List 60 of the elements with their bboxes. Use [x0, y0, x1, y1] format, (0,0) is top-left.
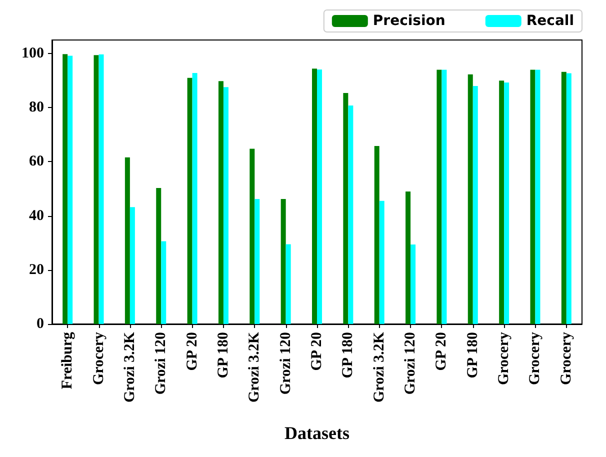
x-tick-label: GP 180 [464, 332, 481, 378]
bar [98, 54, 104, 324]
bar [156, 188, 162, 324]
x-tick-label: Grozi 3.2K [122, 332, 138, 403]
bar [124, 157, 130, 324]
bar [442, 70, 447, 324]
x-tick-label: GP 20 [309, 332, 325, 371]
bar [130, 207, 135, 324]
bar [218, 81, 224, 324]
bar [161, 241, 166, 324]
y-tick-label: 60 [29, 154, 44, 170]
x-tick-label: GP 20 [184, 332, 200, 371]
bar [436, 70, 442, 324]
x-tick-label: Grocery [558, 332, 574, 386]
x-tick-label: GP 20 [434, 332, 450, 371]
x-tick-label: Grozi 3.2K [371, 332, 388, 403]
bar [280, 199, 286, 324]
bar [254, 199, 260, 324]
bar [410, 244, 416, 324]
bar [379, 200, 384, 324]
bar [94, 55, 99, 324]
bar [499, 80, 504, 324]
x-tick-label: Grocery [496, 332, 512, 386]
x-tick-label: GP 180 [340, 332, 356, 378]
bar [530, 70, 536, 324]
bar [561, 72, 566, 324]
y-tick-label: 40 [29, 208, 44, 224]
y-tick-label: 100 [22, 46, 44, 62]
x-tick-label: Freiburg [60, 332, 76, 390]
x-tick-label: Grozi 120 [278, 332, 294, 395]
bar [286, 244, 291, 324]
bar [187, 78, 192, 324]
bar [504, 82, 510, 324]
bar [317, 69, 322, 324]
x-tick-label: GP 180 [215, 332, 232, 378]
bar [406, 191, 411, 324]
bar [566, 73, 572, 324]
x-tick-label: Grozi 3.2K [246, 332, 263, 403]
bar [62, 54, 68, 324]
x-tick-label: Grocery [527, 332, 544, 386]
bar [468, 74, 473, 324]
x-axis-title: Datasets [284, 423, 350, 443]
y-tick-label: 80 [29, 100, 44, 116]
bar [472, 86, 478, 324]
y-tick-label: 0 [36, 316, 44, 332]
bar [343, 93, 348, 324]
legend-label: Precision [372, 13, 446, 29]
bar [312, 68, 317, 324]
x-tick-label: Grozi 120 [153, 332, 170, 395]
x-tick-label: Grozi 120 [402, 332, 419, 395]
y-tick-label: 20 [29, 262, 44, 278]
bar [374, 146, 380, 324]
bar [192, 73, 198, 324]
legend-label: Recall [526, 13, 574, 29]
x-tick-label: Grocery [90, 332, 107, 386]
bar [250, 148, 255, 324]
bar [348, 105, 354, 324]
bar [223, 87, 228, 324]
bar [68, 56, 73, 324]
bar [535, 70, 540, 324]
